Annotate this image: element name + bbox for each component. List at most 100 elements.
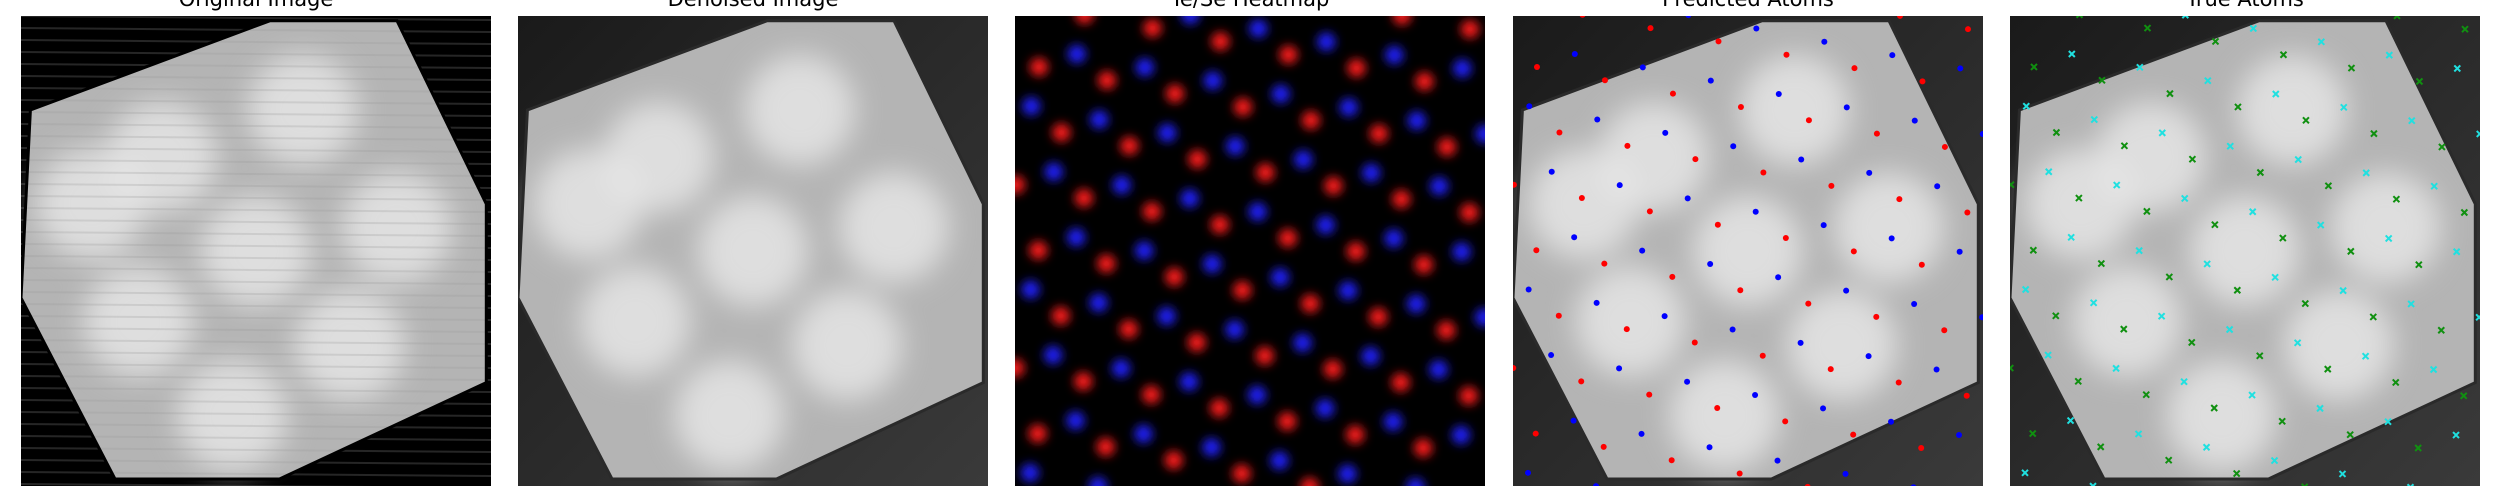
atom-marker [1647,25,1654,32]
atom-marker [1714,405,1721,412]
atom-marker [2067,233,2075,242]
scan-line [21,303,491,309]
atom-marker [1592,483,1599,486]
heat-spot [1022,97,1041,116]
heat-spot [1294,150,1313,169]
atom-marker [2279,51,2288,59]
heat-spot [1369,307,1388,326]
atom-marker [2010,364,2014,372]
panel-image [1513,16,1983,486]
texture-blob [295,290,405,400]
panel-image [2010,16,2480,486]
atom-marker [1737,103,1744,110]
heat-spot [1460,20,1479,39]
atom-marker [2097,259,2106,268]
atom-marker [2203,260,2211,268]
atom-marker [1798,156,1805,163]
heat-spot [1097,71,1116,90]
atom-marker [2279,234,2287,242]
atom-marker [2385,51,2394,59]
heat-spot [1437,321,1456,340]
atom-marker [1752,392,1759,399]
heat-spot [1452,242,1471,261]
atom-marker [1570,417,1577,424]
atom-marker [1616,365,1623,372]
scan-line [21,75,491,81]
heat-spot [1233,281,1252,300]
heat-spot [1453,59,1472,78]
atom-marker [2028,429,2037,438]
texture-blob [2072,266,2183,377]
heat-spot [1066,411,1085,430]
atom-marker [2135,246,2143,255]
atom-marker [2429,365,2438,374]
texture-blob [342,172,452,283]
atom-marker [2120,325,2128,333]
atom-marker [2338,470,2347,478]
atom-marker [2204,76,2212,85]
atom-marker [1889,52,1896,59]
panel-image [21,16,491,486]
heat-spot [1248,202,1267,221]
atom-marker [1941,143,1948,150]
scan-line [21,171,491,177]
heat-spot [1232,464,1251,483]
atom-marker [1662,129,1669,136]
atom-marker [2089,482,2097,486]
texture [2025,55,2441,471]
texture-blob [201,196,311,306]
atom-marker [1714,221,1721,228]
atom-marker [1715,38,1722,45]
atom-marker [1593,299,1600,306]
texture-blob [533,149,644,259]
atom-marker [2090,115,2098,124]
heat-spot [1187,333,1206,352]
heat-spot [1015,175,1025,194]
atom-marker [1805,117,1812,124]
atom-marker [1601,77,1608,84]
scan-line [21,207,491,213]
heat-spot [1134,424,1153,443]
atom-marker [1873,313,1880,320]
panel: Original Image [21,0,491,486]
heat-spot [1097,254,1116,273]
heat-spot [1180,372,1199,391]
atom-marker [1851,65,1858,72]
texture-blob [745,55,855,165]
atom-marker [2211,221,2219,229]
panel-title: Te/Se Heatmap [1170,0,1330,11]
atom-marker [1533,247,1540,254]
texture-blob [2025,149,2136,259]
scan-line [21,363,491,369]
panel-image [518,16,988,486]
scan-line [21,16,491,21]
heat-spot [1429,360,1448,379]
atom-marker [1729,326,1736,333]
atom-marker [1533,63,1540,70]
atom-marker [2347,64,2356,72]
scan-line [21,39,491,45]
atom-marker [2165,273,2174,281]
heat-spot [1475,124,1485,143]
heat-spot [1051,306,1070,325]
heat-spot [1393,16,1412,25]
heat-spot [1015,359,1025,378]
atom-marker [2302,116,2310,124]
atom-marker [1910,484,1917,486]
atom-marker [1783,51,1790,58]
atom-marker [2415,77,2424,86]
atom-marker [2164,456,2173,464]
atom-marker [1896,196,1903,203]
atom-marker [2272,90,2280,98]
atom-marker [1956,248,1963,255]
atom-marker [2384,234,2393,243]
scan-line [21,123,491,129]
atom-marker [2393,16,2401,20]
sample-mask [2010,19,2477,481]
scan-line [21,327,491,333]
atom-marker [1979,130,1983,137]
scan-line [21,459,491,465]
atom-marker [1685,16,1692,19]
atom-marker [1850,248,1857,255]
